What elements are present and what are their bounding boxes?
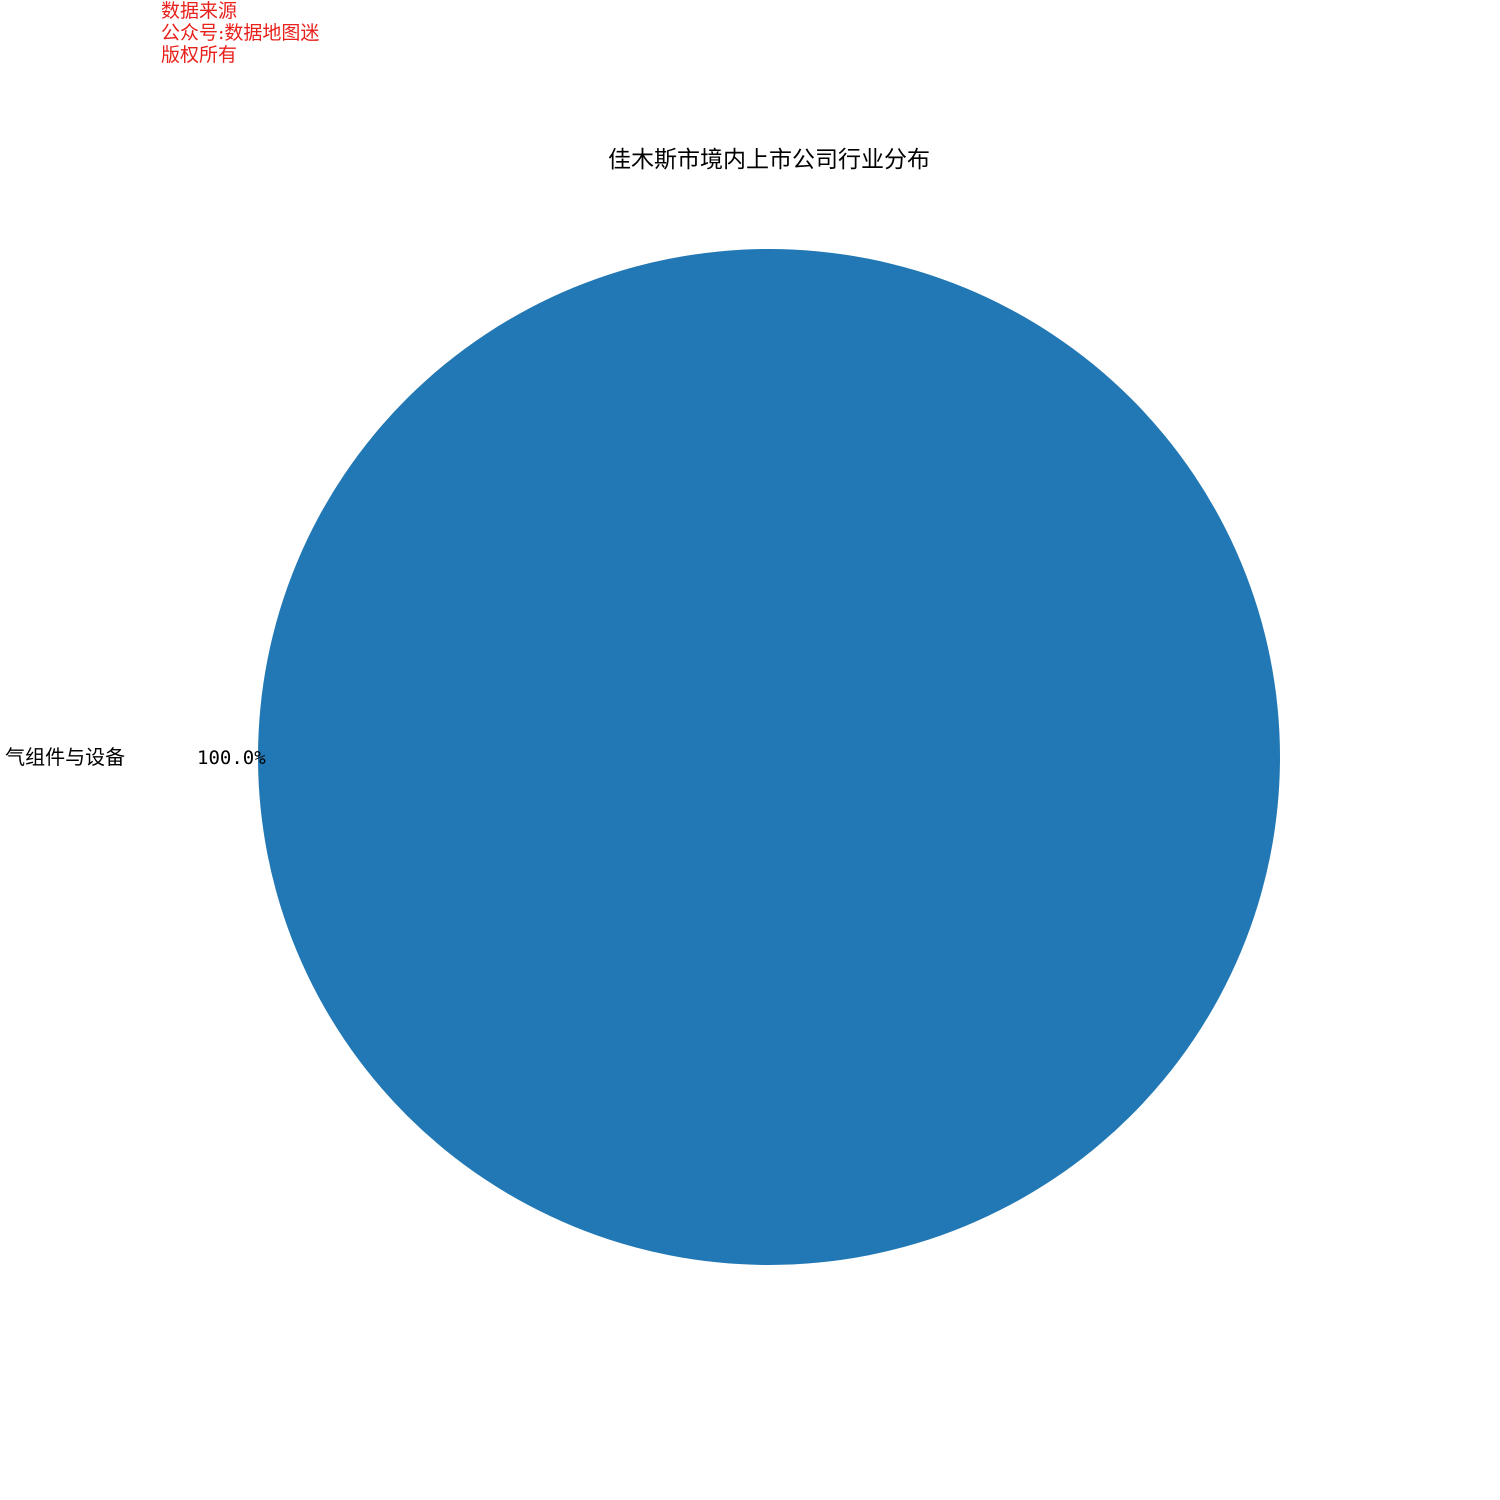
watermark-line-copyright: 版权所有 — [161, 44, 238, 66]
slice-label-0: 气组件与设备 — [5, 745, 125, 769]
pie-labels: 气组件与设备 100.0% — [5, 745, 266, 769]
watermark-line-account: 公众号:数据地图迷 — [161, 22, 320, 44]
watermark-line-source: 数据来源 — [161, 0, 238, 22]
pie-slice-0 — [258, 249, 1280, 1265]
pie-slices — [258, 249, 1280, 1265]
chart-title: 佳木斯市境内上市公司行业分布 — [608, 147, 930, 173]
slice-percent-0: 100.0% — [197, 747, 266, 769]
source-watermark: 数据来源 公众号:数据地图迷 版权所有 — [161, 0, 319, 66]
